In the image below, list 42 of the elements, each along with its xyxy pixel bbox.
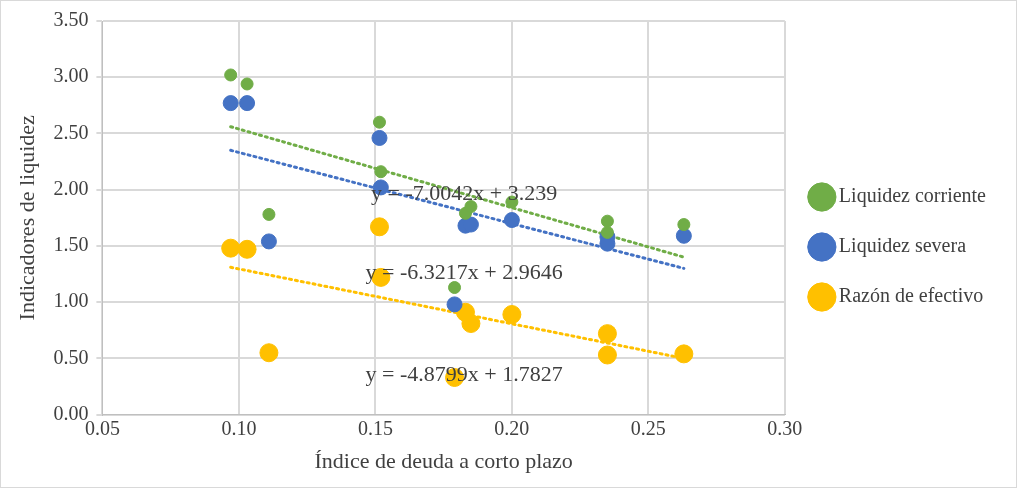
point xyxy=(259,343,279,363)
legend-label: Liquidez corriente xyxy=(838,184,987,208)
point xyxy=(600,214,614,228)
point xyxy=(369,217,389,237)
point xyxy=(502,305,522,325)
point xyxy=(372,115,386,129)
point xyxy=(597,345,617,365)
y-tick-label: 0.50 xyxy=(53,345,89,368)
y-tick-label: 3.00 xyxy=(53,64,89,87)
x-tick-label: 0.25 xyxy=(630,416,666,439)
y-tick-label: 2.50 xyxy=(53,120,89,143)
y-tick-label: 3.50 xyxy=(53,8,89,31)
y-tick-label: 1.50 xyxy=(53,233,89,256)
point xyxy=(240,77,254,91)
point xyxy=(262,207,276,221)
point xyxy=(448,281,462,295)
point xyxy=(371,129,388,146)
point xyxy=(503,212,520,229)
point xyxy=(222,95,239,112)
x-tick-label: 0.20 xyxy=(494,416,530,439)
point xyxy=(446,296,463,313)
y-axis-title: Indicadores de liquidez xyxy=(13,114,39,321)
y-tick-label: 2.00 xyxy=(53,176,89,199)
point xyxy=(237,239,257,259)
x-tick-label: 0.15 xyxy=(357,416,393,439)
point xyxy=(677,218,691,232)
point xyxy=(464,200,478,214)
x-tick-label: 0.10 xyxy=(221,416,257,439)
x-axis-title: Índice de deuda a corto plazo xyxy=(314,447,573,473)
x-tick-label: 0.30 xyxy=(767,416,803,439)
point xyxy=(597,324,617,344)
point xyxy=(374,165,388,179)
point xyxy=(221,238,241,258)
legend-label: Liquidez severa xyxy=(838,234,967,258)
point xyxy=(674,344,694,364)
point xyxy=(260,233,277,250)
point xyxy=(239,95,256,112)
point xyxy=(600,225,614,239)
point xyxy=(461,314,481,334)
point xyxy=(224,68,238,82)
y-tick-label: 1.00 xyxy=(53,289,89,312)
legend-label: Razón de efectivo xyxy=(838,284,984,307)
